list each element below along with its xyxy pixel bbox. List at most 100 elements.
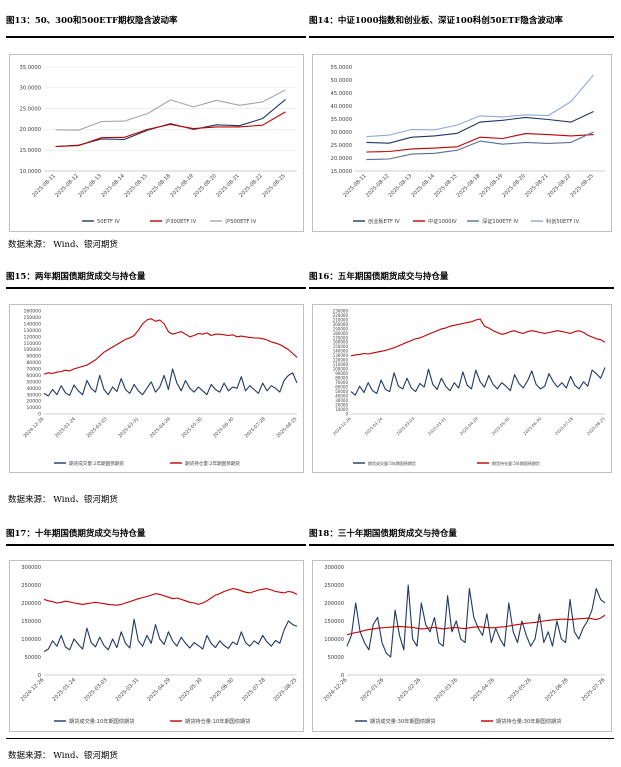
y-tick-label: 60000: [335, 385, 348, 390]
y-tick-label: 100000: [333, 367, 349, 372]
y-tick-label: 100000: [21, 637, 41, 643]
y-tick-label: 20.0000: [20, 127, 41, 133]
x-tick-label: 2025-08-12: [54, 173, 80, 199]
series-line-2: [43, 318, 298, 375]
data-source-1: 数据来源： Wind、银河期货: [8, 240, 118, 250]
chart-frame-13: 10.0000 15.0000 20.0000 25.0000 30.0000 35.00…: [9, 54, 304, 232]
x-tick-label: 2025-06-26: [544, 677, 570, 703]
x-tick-label: 2025-06-30: [210, 677, 236, 703]
x-tick-label: 2025-08-22: [238, 173, 264, 199]
y-tick-label: 200000: [333, 322, 349, 327]
data-source-2: 数据来源： Wind、银河期货: [8, 495, 118, 505]
x-tick-label: 2025-06-30: [212, 416, 235, 439]
series-line-3: [55, 89, 286, 131]
y-tick-label: 140000: [23, 321, 41, 327]
y-tick-label: 210000: [333, 317, 349, 322]
title-rule: [309, 544, 614, 546]
chart-13: 10.0000 15.0000 20.0000 25.0000 30.0000 35.00…: [20, 65, 297, 225]
x-tick-label: 2025-08-19: [479, 173, 505, 199]
chart-14: 15.0000 20.0000 25.0000 30.0000 35.0000 40.00…: [331, 65, 605, 225]
x-tick-label: 2025-08-12: [365, 173, 391, 199]
y-tick-label: 120000: [23, 334, 41, 340]
y-tick-label: 20000: [335, 402, 348, 407]
y-tick-label: 300000: [21, 565, 41, 571]
y-tick-label: 40000: [335, 393, 348, 398]
x-tick-label: 2025-01-26: [360, 677, 386, 703]
chart-17: 0 50000 100000 150000 200000 250000 300000 2024…: [20, 565, 299, 725]
x-tick-label: 2025-07-28: [554, 416, 574, 436]
y-tick-label: 35.0000: [331, 117, 352, 123]
legend-label: 期货成交量:30年期国债期货: [370, 717, 435, 725]
legend-label: 科创50ETF IV: [546, 217, 580, 225]
y-tick-label: 45.0000: [331, 91, 352, 97]
x-tick-label: 2025-03-03: [83, 677, 109, 703]
y-tick-label: 60000: [26, 373, 41, 379]
series-line-1: [55, 98, 286, 148]
y-tick-label: 160000: [23, 309, 41, 315]
y-tick-label: 0: [345, 411, 348, 416]
y-tick-label: 110000: [23, 341, 41, 347]
y-tick-label: 30.0000: [331, 130, 352, 136]
bottom-divider: [6, 738, 614, 739]
y-tick-label: 220000: [333, 313, 349, 318]
chart-16: 0100002000030000400005000060000700008000…: [332, 308, 606, 466]
series-line-2: [346, 614, 606, 636]
y-tick-label: 55.0000: [331, 65, 352, 71]
y-tick-label: 0: [38, 673, 41, 679]
x-tick-label: 2025-08-18: [146, 173, 172, 199]
y-tick-label: 250000: [21, 583, 41, 589]
chart-panel-16: 图16：五年期国债期货成交与持仓量 0 10000 20000 30000 40000 5…: [309, 270, 614, 475]
legend-label: 期货成交量:2年期国债期货: [69, 460, 124, 467]
x-tick-label: 2025-01-24: [363, 416, 383, 436]
y-tick-label: 150000: [324, 619, 344, 625]
x-tick-label: 2025-08-21: [215, 173, 241, 199]
chart-panel-18: 图18：三十年期国债期货成交与持仓量 0 50000 100000 150000 200…: [309, 527, 614, 732]
x-tick-label: 2025-08-19: [169, 173, 195, 199]
legend-label: 沪300ETF IV: [165, 217, 197, 225]
x-tick-label: 2025-08-25: [273, 677, 299, 703]
chart-18: 0 50000 100000 150000 200000 250000 300000 2024…: [323, 565, 607, 725]
chart-frame-14: 15.0000 20.0000 25.0000 30.0000 35.0000 40.00…: [312, 54, 612, 232]
x-tick-label: 2025-04-29: [149, 416, 172, 439]
x-tick-label: 2025-03-26: [433, 677, 459, 703]
y-tick-label: 170000: [333, 335, 349, 340]
y-tick-label: 190000: [333, 326, 349, 331]
y-tick-label: 25.0000: [331, 143, 352, 149]
chart-title-14: 图14：中证1000指数和创业板、深证100科创50ETF隐含波动率: [309, 16, 563, 26]
x-tick-label: 2025-04-29: [459, 416, 479, 436]
chart-title-13: 图13：50、300和500ETF期权隐含波动率: [6, 16, 178, 26]
y-tick-label: 50000: [24, 655, 41, 661]
series-line-1: [43, 368, 298, 397]
y-tick-label: 70000: [26, 367, 41, 373]
y-tick-label: 15.0000: [331, 169, 352, 175]
y-tick-label: 100000: [324, 637, 344, 643]
y-tick-label: 150000: [333, 344, 349, 349]
x-tick-label: 2025-08-15: [433, 173, 459, 199]
series-line-1: [366, 111, 594, 144]
y-tick-label: 140000: [333, 349, 349, 354]
x-tick-label: 2025-01-24: [54, 416, 77, 439]
legend-label: 中证1000IV: [428, 217, 457, 225]
x-tick-label: 2025-08-25: [586, 416, 606, 436]
legend-label: 期货成交量:5年期国债期货: [368, 460, 416, 466]
title-rule: [309, 36, 614, 38]
series-line-2: [43, 588, 298, 606]
x-tick-label: 2025-06-30: [522, 416, 542, 436]
y-tick-label: 250000: [324, 583, 344, 589]
x-tick-label: 2025-04-29: [146, 677, 172, 703]
y-tick-label: 20.0000: [331, 156, 352, 162]
x-tick-label: 2025-07-28: [241, 677, 267, 703]
title-rule: [309, 287, 614, 289]
y-tick-label: 10.0000: [20, 169, 41, 175]
y-tick-label: 30000: [335, 398, 348, 403]
legend-label: 期货成交量:10年期国债期货: [69, 717, 134, 725]
y-tick-label: 40.0000: [331, 104, 352, 110]
chart-title-17: 图17：十年期国债期货成交与持仓量: [6, 529, 146, 539]
x-tick-label: 2025-08-15: [123, 173, 149, 199]
y-tick-label: 50000: [327, 655, 344, 661]
chart-panel-15: 图15：两年期国债期货成交与持仓量 0 10000 20000 30000 40000 5…: [6, 270, 306, 475]
x-tick-label: 2025-07-26: [581, 677, 607, 703]
legend-label: 期货持仓量:10年期国债期货: [185, 717, 250, 725]
y-tick-label: 50.0000: [331, 78, 352, 84]
y-tick-label: 100000: [23, 347, 41, 353]
